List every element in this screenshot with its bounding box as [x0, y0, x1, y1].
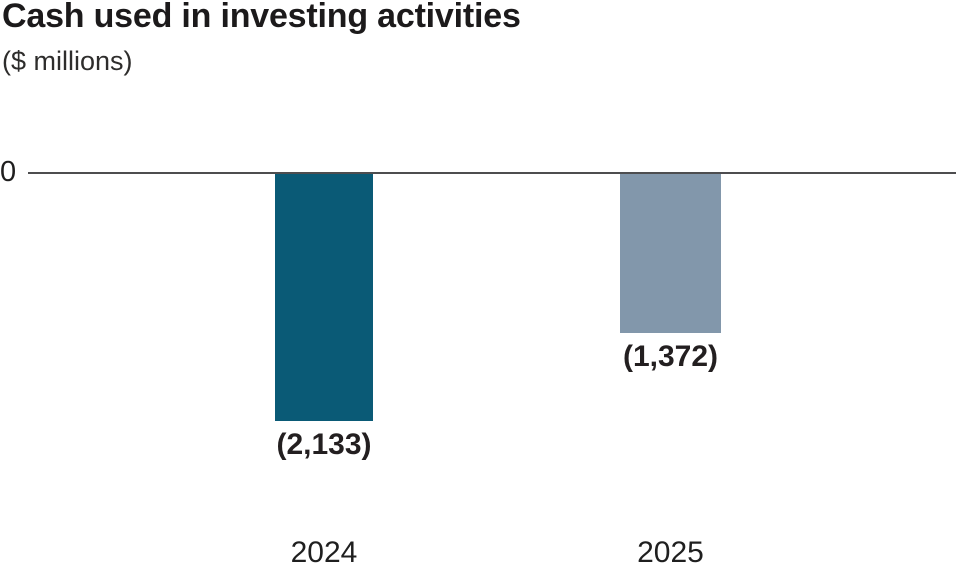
- bar-group-2024: (2,133): [275, 174, 373, 460]
- bar-value-label-2025: (1,372): [622, 340, 719, 373]
- x-axis-label-2024: 2024: [290, 536, 358, 569]
- chart-title: Cash used in investing activities: [2, 0, 521, 35]
- zero-baseline: [28, 172, 956, 174]
- bar-2025: [620, 174, 721, 333]
- bar-2024: [275, 174, 373, 421]
- bar-group-2025: (1,372): [620, 174, 721, 372]
- zero-axis-tick-label: 0: [0, 156, 17, 188]
- x-axis-label-2025: 2025: [637, 536, 704, 569]
- chart-subtitle: ($ millions): [2, 46, 133, 76]
- bar-value-label-2024: (2,133): [276, 428, 372, 461]
